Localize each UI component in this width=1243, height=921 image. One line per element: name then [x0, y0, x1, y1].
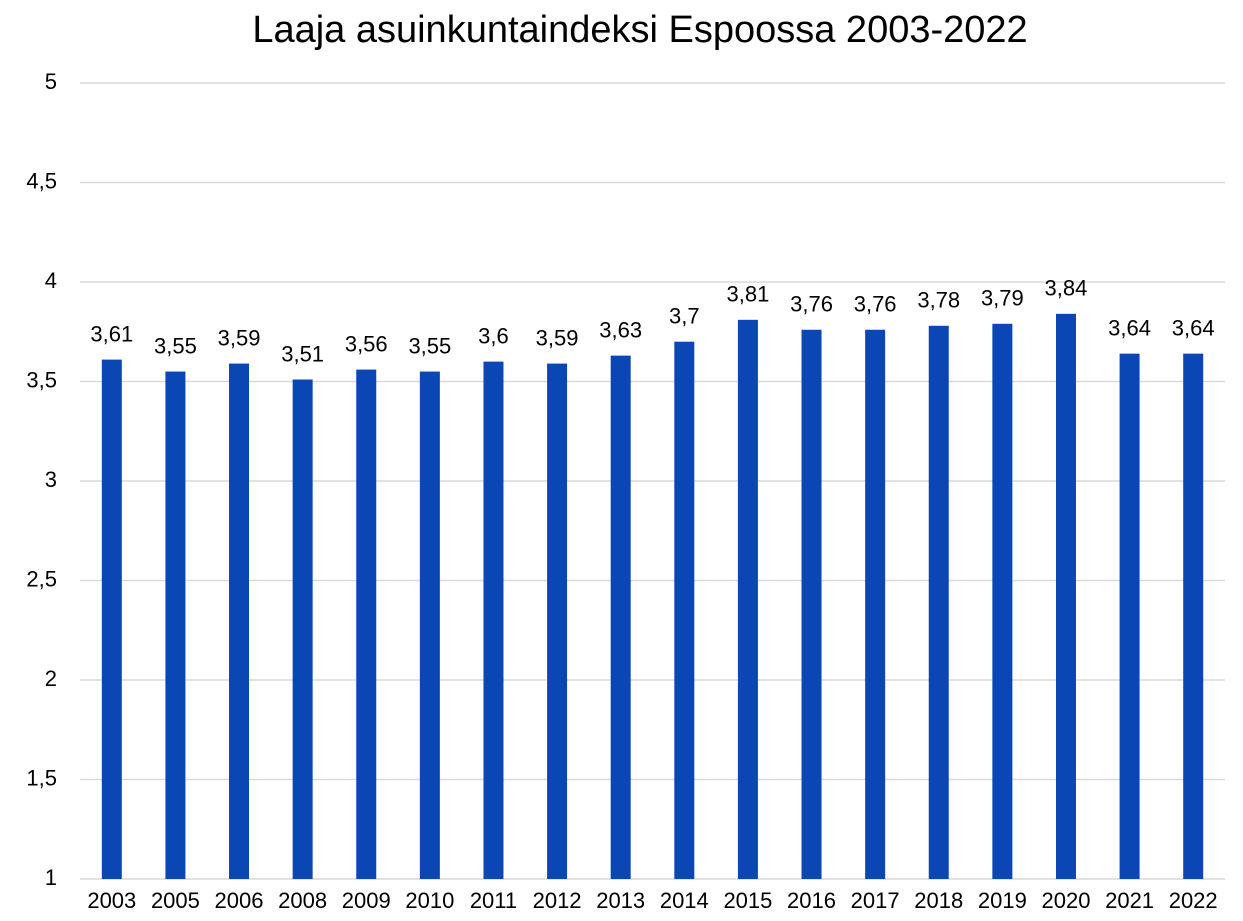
value-label: 3,76	[854, 292, 897, 317]
value-label: 3,59	[218, 325, 261, 350]
bar	[801, 329, 822, 879]
x-tick-label: 2016	[787, 888, 836, 913]
value-label: 3,56	[345, 331, 388, 356]
x-tick-label: 2019	[978, 888, 1027, 913]
x-tick-label: 2014	[660, 888, 709, 913]
value-label: 3,84	[1045, 276, 1088, 301]
y-tick-label: 5	[45, 69, 57, 94]
bar	[674, 341, 695, 879]
x-tick-label: 2006	[215, 888, 264, 913]
x-tick-label: 2021	[1105, 888, 1154, 913]
x-tick-label: 2013	[596, 888, 645, 913]
value-label: 3,61	[90, 321, 133, 346]
value-label: 3,51	[281, 341, 324, 366]
value-label: 3,6	[478, 323, 509, 348]
value-label: 3,55	[408, 333, 451, 358]
value-label: 3,55	[154, 333, 197, 358]
y-tick-label: 4,5	[26, 168, 57, 193]
y-tick-label: 2	[45, 666, 57, 691]
bar	[865, 329, 886, 879]
bar	[483, 361, 504, 880]
bar	[992, 323, 1013, 879]
x-tick-label: 2015	[723, 888, 772, 913]
value-label: 3,76	[790, 292, 833, 317]
bar	[229, 363, 250, 880]
bar	[1183, 353, 1204, 879]
x-tick-label: 2022	[1169, 888, 1218, 913]
value-label: 3,59	[536, 325, 579, 350]
y-tick-label: 1	[45, 865, 57, 890]
y-tick-label: 3	[45, 467, 57, 492]
value-label: 3,78	[917, 288, 960, 313]
bar	[292, 379, 313, 879]
x-tick-label: 2020	[1041, 888, 1090, 913]
bar	[1119, 353, 1140, 879]
y-tick-label: 1,5	[26, 765, 57, 790]
value-label: 3,81	[727, 282, 770, 307]
y-tick-label: 2,5	[26, 566, 57, 591]
bar	[928, 325, 949, 879]
x-tick-label: 2017	[851, 888, 900, 913]
y-tick-label: 3,5	[26, 367, 57, 392]
y-tick-label: 4	[45, 268, 57, 293]
bar	[165, 371, 186, 879]
value-label: 3,7	[669, 304, 700, 329]
x-tick-label: 2008	[278, 888, 327, 913]
x-tick-label: 2018	[914, 888, 963, 913]
value-label: 3,63	[599, 317, 642, 342]
x-tick-label: 2010	[405, 888, 454, 913]
x-tick-label: 2003	[87, 888, 136, 913]
bar	[356, 369, 377, 879]
value-label: 3,64	[1172, 315, 1215, 340]
bar	[610, 355, 631, 879]
x-tick-label: 2009	[342, 888, 391, 913]
value-label: 3,79	[981, 286, 1024, 311]
bar	[419, 371, 440, 879]
x-tick-label: 2005	[151, 888, 200, 913]
value-label: 3,64	[1108, 315, 1151, 340]
bar	[737, 319, 758, 879]
bar	[547, 363, 568, 880]
bar	[1055, 313, 1076, 880]
bar	[101, 359, 122, 879]
chart-title: Laaja asuinkuntaindeksi Espoossa 2003-20…	[252, 9, 1027, 51]
x-tick-label: 2011	[470, 888, 517, 913]
x-tick-label: 2012	[533, 888, 582, 913]
